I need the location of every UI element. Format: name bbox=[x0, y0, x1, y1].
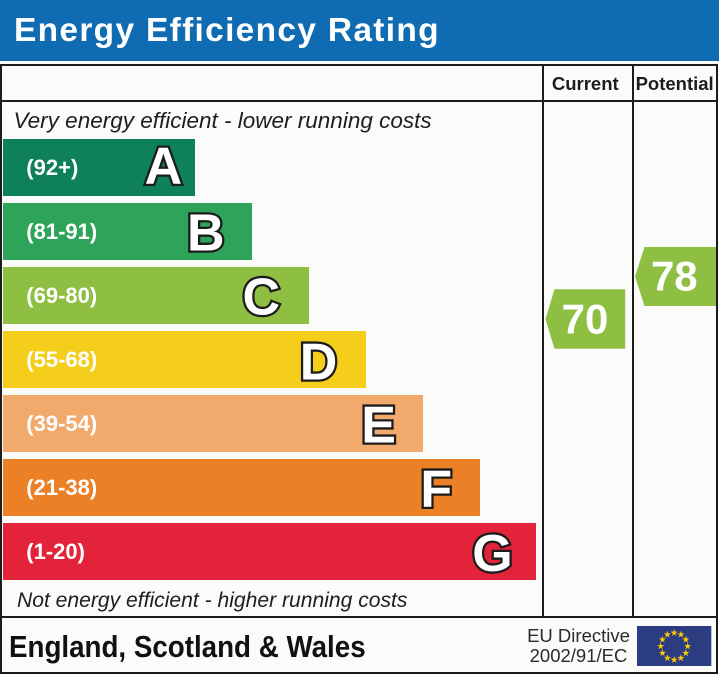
svg-text:70: 70 bbox=[562, 295, 609, 342]
svg-text:C: C bbox=[243, 268, 281, 326]
svg-text:A: A bbox=[145, 138, 183, 196]
svg-text:B: B bbox=[187, 205, 225, 263]
svg-text:E: E bbox=[361, 397, 396, 455]
svg-text:F: F bbox=[420, 461, 452, 519]
svg-text:G: G bbox=[472, 525, 512, 583]
svg-text:78: 78 bbox=[651, 253, 698, 300]
svg-text:D: D bbox=[300, 333, 338, 391]
